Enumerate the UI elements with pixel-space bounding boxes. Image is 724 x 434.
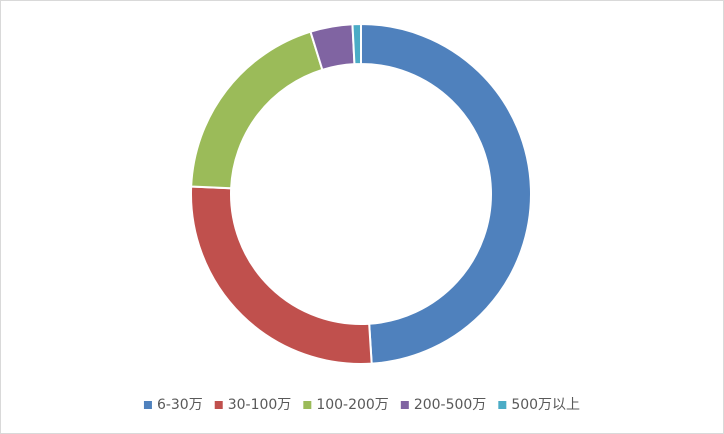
legend-swatch xyxy=(303,401,312,409)
legend-swatch xyxy=(214,401,223,409)
donut-slice xyxy=(360,22,533,365)
legend-label: 200-500万 xyxy=(414,397,487,413)
legend-label: 100-200万 xyxy=(316,397,389,413)
donut-slice xyxy=(351,22,362,66)
legend-swatch xyxy=(143,401,152,409)
legend-label: 500万以上 xyxy=(511,397,580,413)
legend-swatch xyxy=(400,401,409,409)
legend-label: 30-100万 xyxy=(228,397,292,413)
legend-swatch xyxy=(498,401,507,409)
donut xyxy=(190,22,533,365)
legend: 6-30万 30-100万 100-200万 200-500万 500万以上 xyxy=(143,397,580,413)
legend-label: 6-30万 xyxy=(157,397,203,413)
